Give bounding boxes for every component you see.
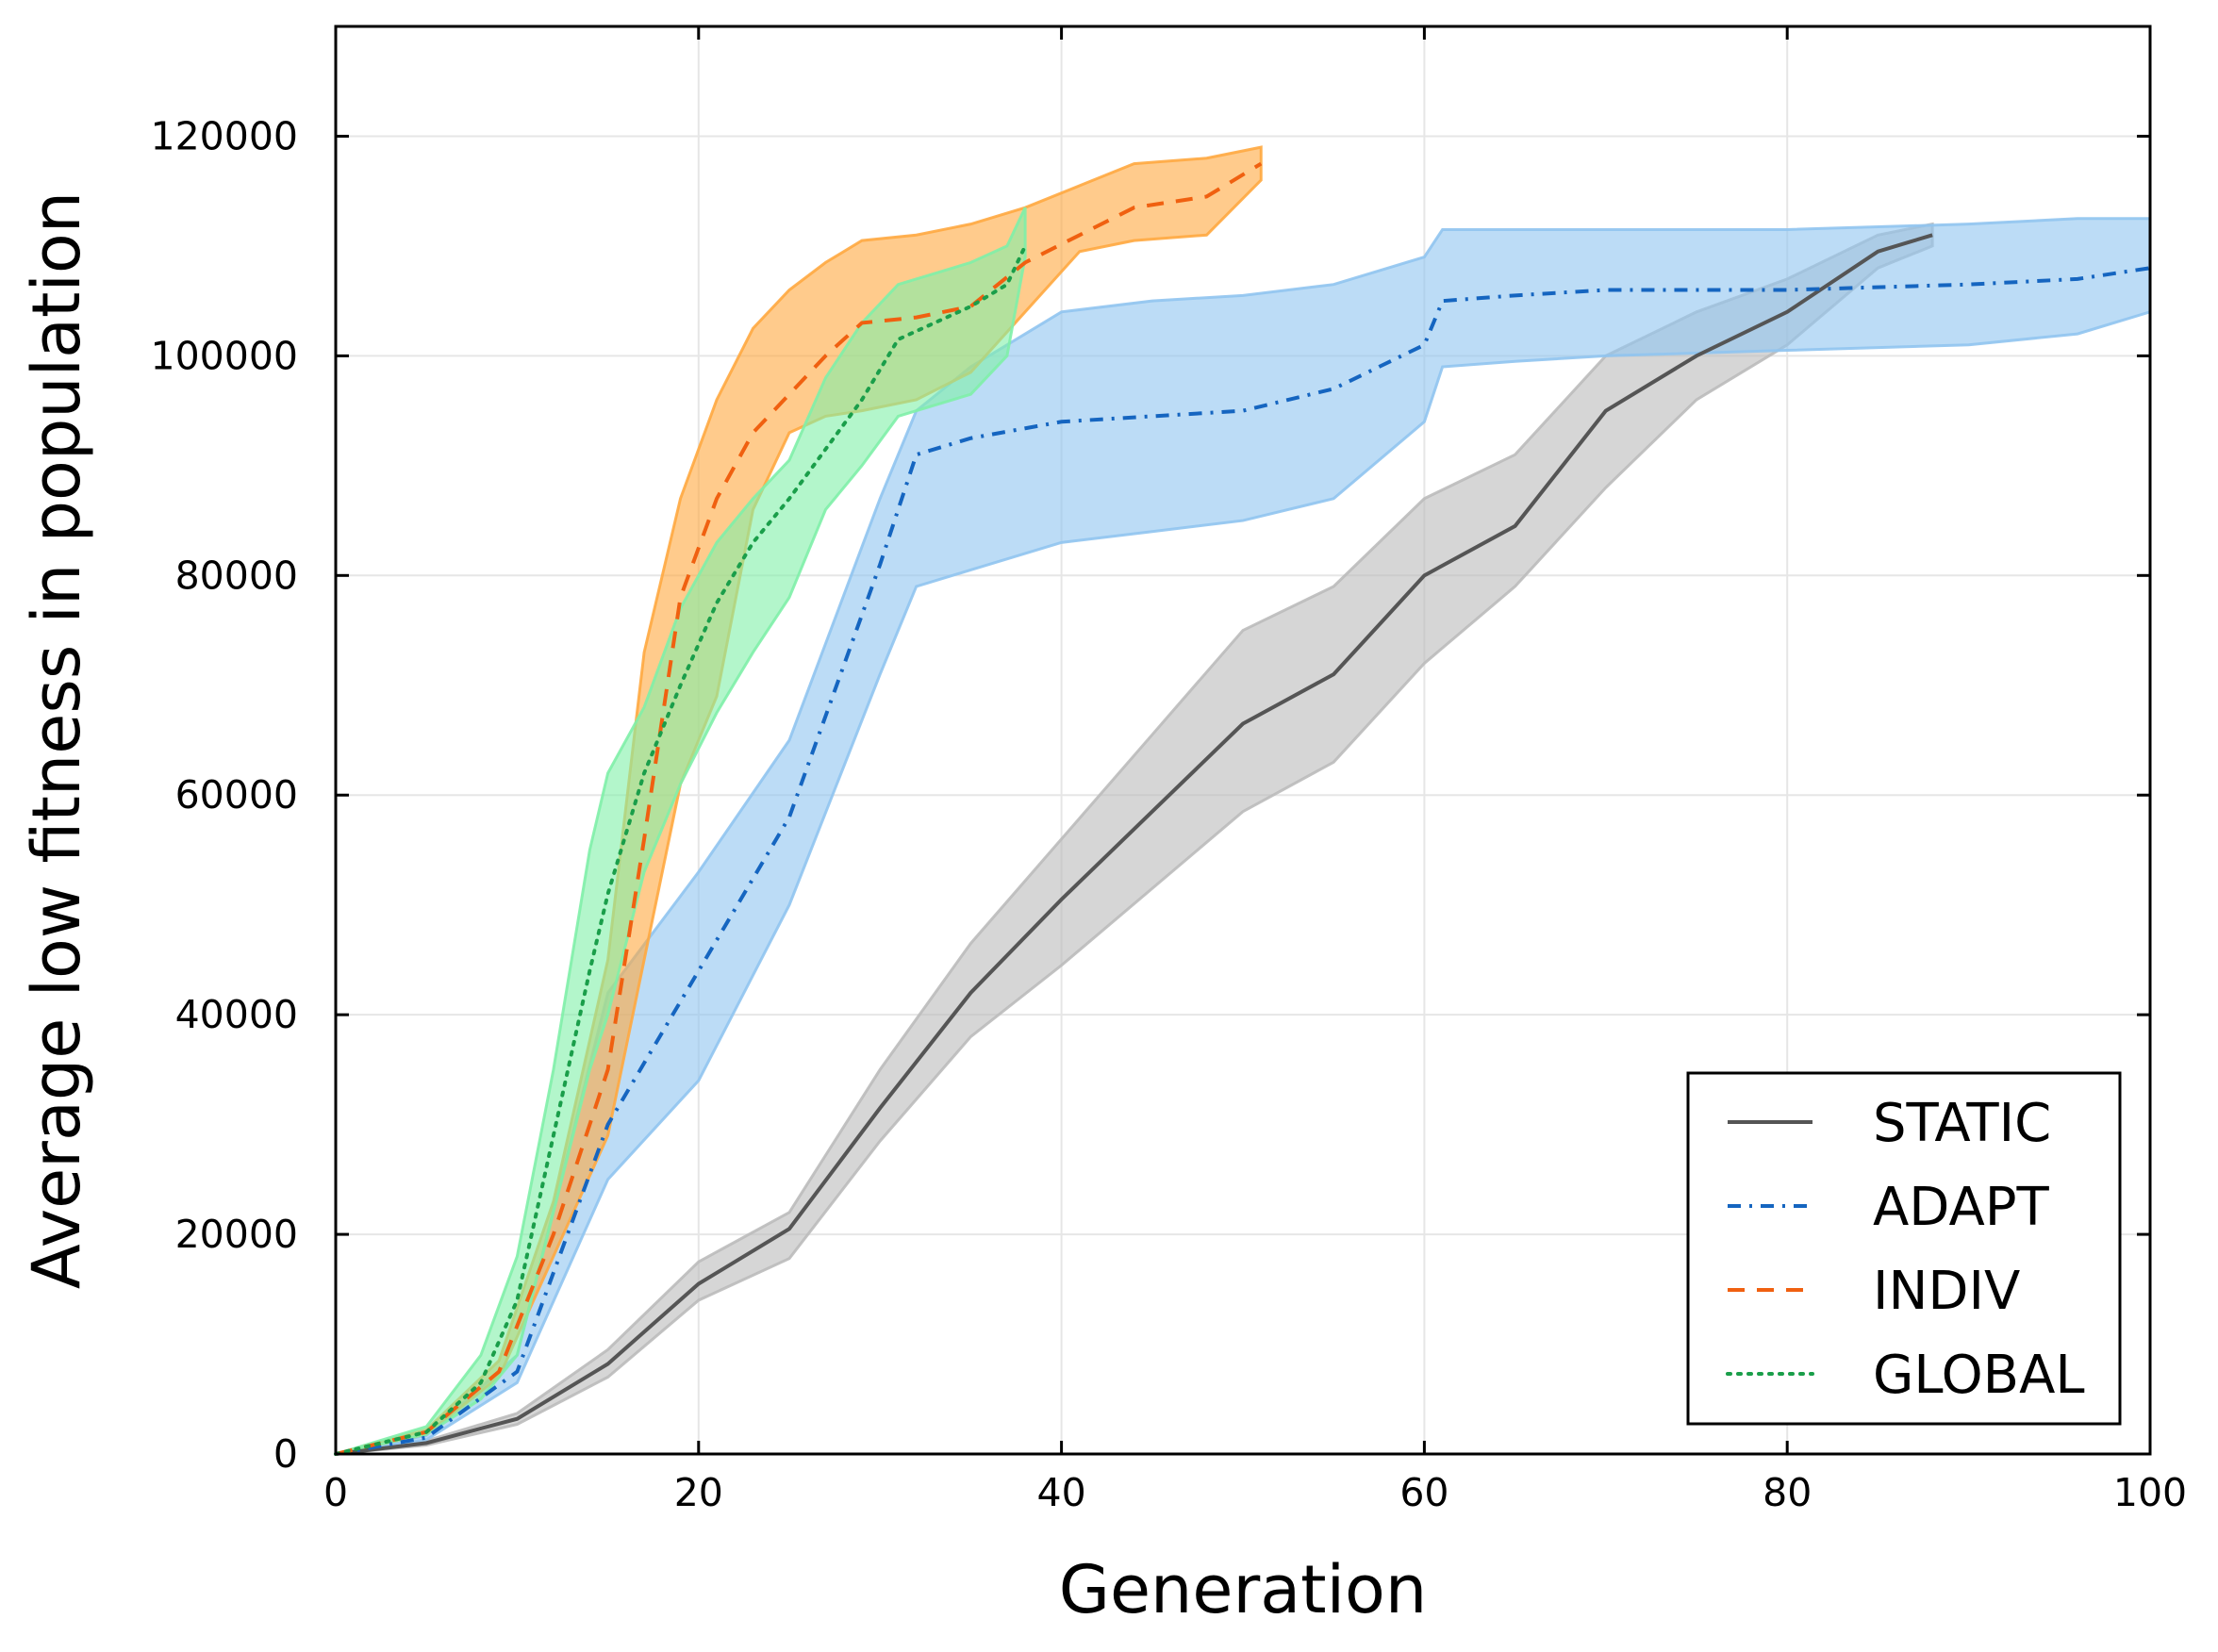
plot-frame	[334, 25, 2152, 1456]
y-tick-label: 80000	[175, 553, 298, 598]
x-tick-label: 0	[323, 1470, 348, 1515]
y-tick-label: 100000	[150, 333, 298, 378]
x-tick-label: 20	[674, 1470, 723, 1515]
x-tick-label: 80	[1763, 1470, 1812, 1515]
line-static	[335, 233, 1933, 1456]
line-global	[334, 243, 1028, 1456]
y-tick-label: 40000	[175, 992, 298, 1037]
axis-ticks: 0 20 40 60 80 100 0 20000 40000 60000 80000 100000 1…	[150, 26, 2187, 1515]
x-tick-label: 40	[1037, 1470, 1086, 1515]
y-axis-title: Average low fitness in population	[18, 191, 95, 1289]
legend-label-global: GLOBAL	[1873, 1345, 2085, 1406]
series-lines	[334, 161, 2151, 1456]
line-indiv	[335, 161, 1263, 1456]
legend-box	[1686, 1071, 2122, 1426]
band-global	[335, 206, 1027, 1456]
y-tick-label: 60000	[175, 772, 298, 818]
legend-label-static: STATIC	[1873, 1093, 2051, 1154]
legend-label-indiv: INDIV	[1873, 1261, 2020, 1322]
y-tick-label: 120000	[150, 113, 298, 158]
x-tick-label: 60	[1399, 1470, 1448, 1515]
legend: STATIC ADAPT INDIV GLOBAL	[1686, 1071, 2122, 1426]
x-tick-label: 100	[2113, 1470, 2187, 1515]
x-axis-title: Generation	[1059, 1551, 1428, 1628]
y-tick-label: 0	[273, 1431, 298, 1477]
y-tick-label: 20000	[175, 1212, 298, 1257]
legend-label-adapt: ADAPT	[1873, 1177, 2050, 1238]
